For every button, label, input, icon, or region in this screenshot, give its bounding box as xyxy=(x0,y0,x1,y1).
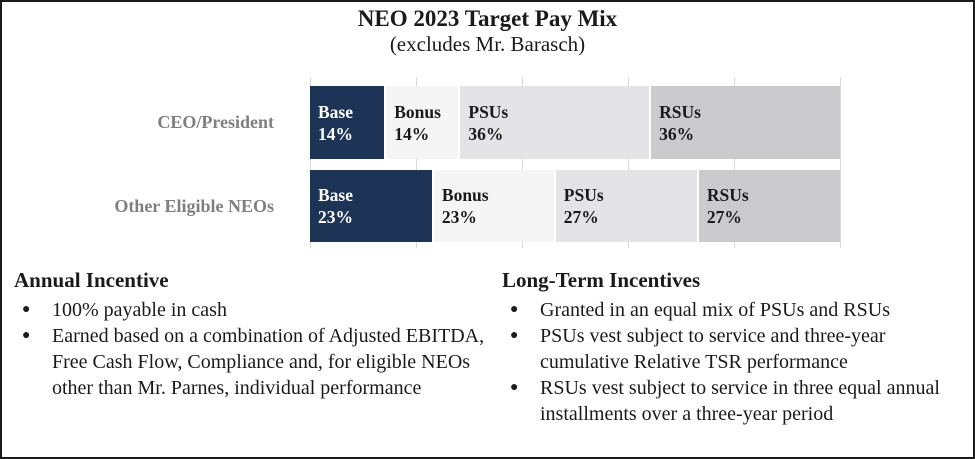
bullet-icon: ● xyxy=(510,328,519,343)
gridline xyxy=(733,77,735,248)
gridline xyxy=(839,77,841,248)
bar-row: Base 23% Bonus 23% PSUs 27% RSUs 27% xyxy=(310,170,840,242)
annual-incentive-section: Annual Incentive ● 100% payable in cash ● E… xyxy=(14,267,488,401)
segment-name-label: RSUs xyxy=(659,101,701,122)
gridline xyxy=(521,77,523,248)
annual-incentive-heading: Annual Incentive xyxy=(14,268,169,292)
bullet-text: PSUs vest subject to service and three-y… xyxy=(540,325,886,373)
bullet-icon: ● xyxy=(510,380,519,395)
title-block: NEO 2023 Target Pay Mix (excludes Mr. Ba… xyxy=(2,6,973,57)
category-label: CEO/President xyxy=(157,112,274,132)
segment-value-label: 23% xyxy=(318,207,353,227)
bullet-text: Earned based on a combination of Adjuste… xyxy=(52,325,485,399)
bullet-text: RSUs vest subject to service in three eq… xyxy=(540,377,940,425)
segment-name-label: PSUs xyxy=(468,101,509,122)
segment-name-label: RSUs xyxy=(706,185,749,205)
bar-segment-psus: PSUs 27% xyxy=(553,170,697,242)
bullet-item: ● Earned based on a combination of Adjust… xyxy=(14,323,488,401)
segment-name-label: Bonus xyxy=(394,101,441,122)
segment-name-label: Base xyxy=(318,101,353,122)
bullet-item: ● RSUs vest subject to service in three e… xyxy=(502,375,968,427)
bullet-item: ● Granted in an equal mix of PSUs and RSU… xyxy=(502,297,968,323)
segment-name-label: PSUs xyxy=(563,185,604,205)
bar-segment-base: Base 14% xyxy=(310,86,385,159)
bar-segment-rsus: RSUs 27% xyxy=(696,170,840,242)
segment-name-label: Base xyxy=(318,185,353,205)
bullet-icon: ● xyxy=(22,328,31,343)
chart-plot: Base 14% Bonus 14% PSUs 36% RSUs 36% Base 23% Bonu… xyxy=(309,77,841,248)
bar-row: Base 14% Bonus 14% PSUs 36% RSUs 36% xyxy=(310,86,840,159)
segment-value-label: 23% xyxy=(441,207,477,227)
long-term-incentives-heading: Long-Term Incentives xyxy=(502,268,701,292)
bullet-item: ● PSUs vest subject to service and three-… xyxy=(502,323,968,375)
long-term-incentives-bullets: ● Granted in an equal mix of PSUs and RSU… xyxy=(502,297,968,427)
annual-incentive-bullets: ● 100% payable in cash ● Earned based on a … xyxy=(14,297,488,401)
segment-name-label: Bonus xyxy=(441,185,489,205)
chart-title: NEO 2023 Target Pay Mix xyxy=(357,6,618,31)
bullet-icon: ● xyxy=(22,302,31,317)
gridline xyxy=(627,77,629,248)
bullet-item: ● 100% payable in cash xyxy=(14,297,488,323)
segment-value-label: 27% xyxy=(563,207,599,227)
segment-value-label: 27% xyxy=(706,207,742,227)
gridline xyxy=(309,77,311,248)
segment-value-label: 14% xyxy=(318,123,353,144)
bullet-text: 100% payable in cash xyxy=(52,299,227,321)
bullet-icon: ● xyxy=(510,302,519,317)
segment-value-label: 36% xyxy=(468,123,504,144)
segment-value-label: 14% xyxy=(394,123,430,144)
bar-segment-psus: PSUs 36% xyxy=(458,86,650,159)
bar-segment-bonus: Bonus 23% xyxy=(431,170,554,242)
bar-segment-rsus: RSUs 36% xyxy=(649,86,840,159)
bar-segment-base: Base 23% xyxy=(310,170,432,242)
chart-subtitle: (excludes Mr. Barasch) xyxy=(389,32,586,56)
bullet-text: Granted in an equal mix of PSUs and RSUs xyxy=(540,299,890,321)
bar-segment-bonus: Bonus 14% xyxy=(384,86,459,159)
segment-value-label: 36% xyxy=(659,123,695,144)
category-label: Other Eligible NEOs xyxy=(114,195,274,216)
gridline xyxy=(415,77,417,248)
long-term-incentives-section: Long-Term Incentives ● Granted in an equa… xyxy=(502,267,968,427)
